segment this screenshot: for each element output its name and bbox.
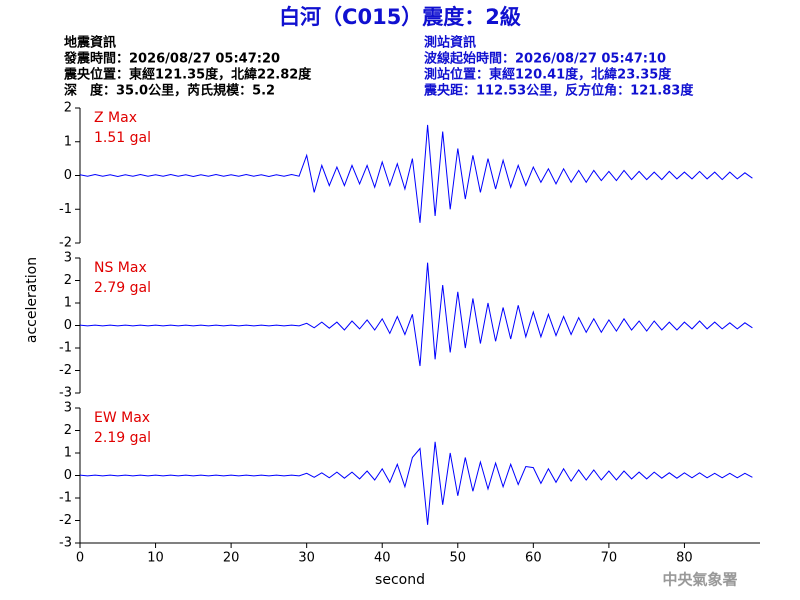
x-tick-label: 0 bbox=[76, 551, 84, 566]
info-right: 震央距：112.53公里，反方位角：121.83度 bbox=[423, 83, 694, 99]
peak-label: 2.19 gal bbox=[94, 430, 151, 446]
y-tick-label: 1 bbox=[64, 134, 72, 149]
y-axis-label: acceleration bbox=[24, 257, 40, 343]
y-tick-label: 0 bbox=[64, 318, 72, 333]
y-tick-label: 3 bbox=[64, 401, 72, 416]
y-tick-label: 1 bbox=[64, 296, 72, 311]
y-tick-label: 0 bbox=[64, 468, 72, 483]
y-tick-label: -2 bbox=[59, 236, 72, 251]
x-tick-label: 30 bbox=[298, 551, 315, 566]
x-tick-label: 10 bbox=[147, 551, 164, 566]
y-tick-label: -1 bbox=[59, 202, 72, 217]
title: 白河（C015）震度：2級 bbox=[279, 5, 521, 29]
info-left: 震央位置：東經121.35度，北緯22.82度 bbox=[63, 67, 312, 83]
y-tick-label: -1 bbox=[59, 491, 72, 506]
y-tick-label: 1 bbox=[64, 446, 72, 461]
y-tick-label: 2 bbox=[64, 273, 72, 288]
info-left: 地震資訊 bbox=[64, 35, 116, 51]
y-tick-label: -1 bbox=[59, 341, 72, 356]
peak-label: 2.79 gal bbox=[94, 280, 151, 296]
waveform bbox=[79, 124, 753, 223]
info-right: 測站資訊 bbox=[424, 35, 476, 51]
y-tick-label: -3 bbox=[59, 386, 72, 401]
y-tick-label: -2 bbox=[59, 363, 72, 378]
info-right: 測站位置：東經120.41度，北緯23.35度 bbox=[424, 67, 672, 83]
y-tick-label: 2 bbox=[64, 101, 72, 116]
x-tick-label: 80 bbox=[676, 551, 693, 566]
x-tick-label: 60 bbox=[525, 551, 542, 566]
info-left: 發震時間：2026/08/27 05:47:20 bbox=[63, 51, 280, 67]
x-tick-label: 40 bbox=[374, 551, 391, 566]
waveform bbox=[79, 441, 753, 525]
channel-label: NS Max bbox=[94, 260, 147, 276]
waveform bbox=[79, 262, 753, 367]
x-tick-label: 20 bbox=[223, 551, 240, 566]
channel-label: Z Max bbox=[94, 110, 137, 126]
x-axis-label: second bbox=[375, 572, 425, 588]
y-tick-label: 2 bbox=[64, 423, 72, 438]
peak-label: 1.51 gal bbox=[94, 130, 151, 146]
y-tick-label: 3 bbox=[64, 251, 72, 266]
y-tick-label: 0 bbox=[64, 168, 72, 183]
channel-label: EW Max bbox=[94, 410, 150, 426]
y-tick-label: -2 bbox=[59, 513, 72, 528]
x-tick-label: 50 bbox=[450, 551, 467, 566]
y-tick-label: -3 bbox=[59, 536, 72, 551]
info-left: 深 度：35.0公里，芮氏規模：5.2 bbox=[64, 83, 275, 99]
x-tick-label: 70 bbox=[601, 551, 618, 566]
info-right: 波線起始時間：2026/08/27 05:47:10 bbox=[424, 51, 666, 67]
footer: 中央氣象署 bbox=[662, 571, 737, 589]
